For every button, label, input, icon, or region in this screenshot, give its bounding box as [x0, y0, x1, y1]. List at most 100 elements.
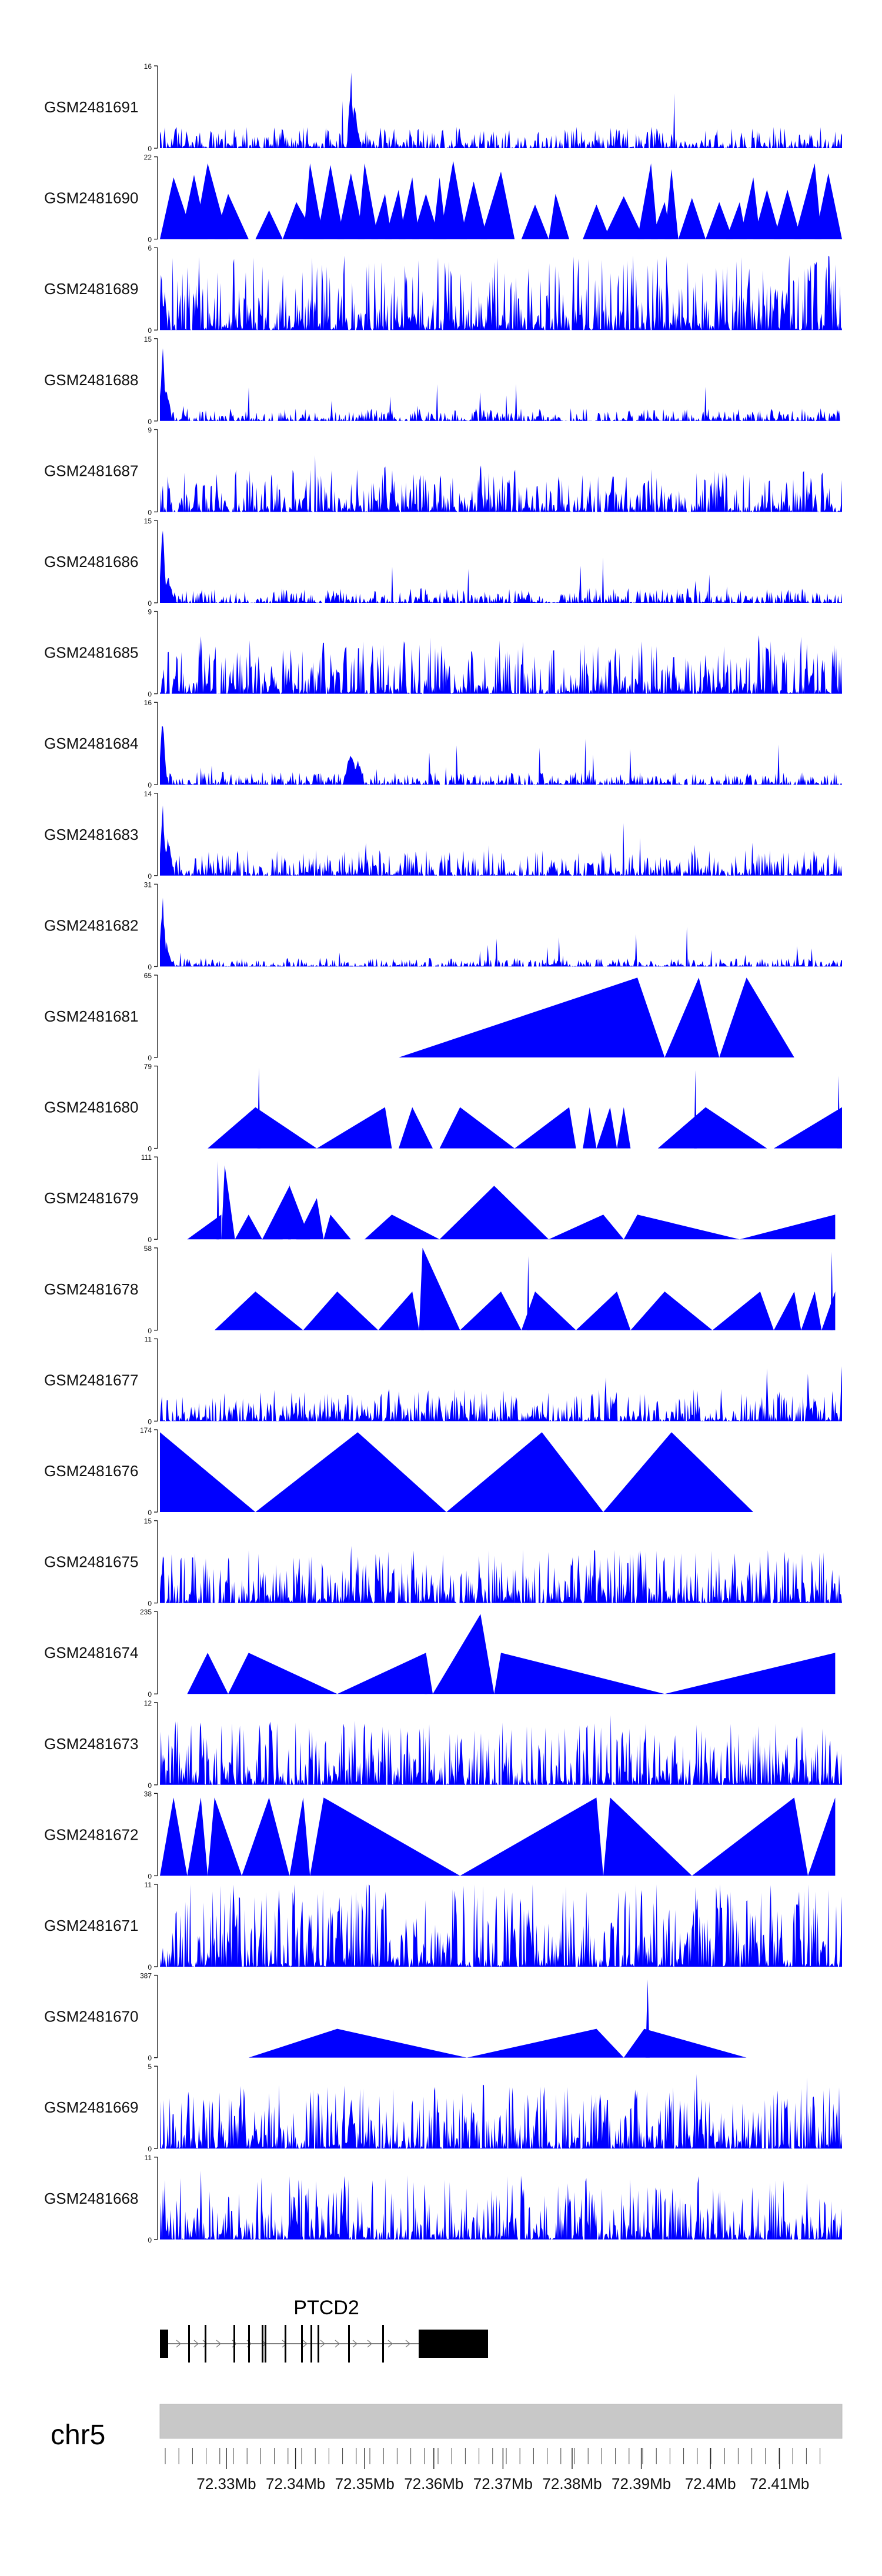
coverage-peak — [412, 193, 440, 239]
coverage-peak — [706, 202, 733, 239]
coverage-peak — [303, 1292, 379, 1330]
coverage-peak — [296, 1198, 324, 1240]
y-min-label: 0 — [148, 1872, 152, 1880]
coverage-area — [160, 897, 842, 967]
track-GSM2481679: GSM2481679 111 0 — [44, 1153, 836, 1244]
y-min-label: 0 — [148, 963, 152, 971]
track-label: GSM2481687 — [44, 462, 138, 479]
coverage-peak — [303, 163, 324, 239]
y-max-label: 12 — [144, 1699, 152, 1707]
y-max-label: 16 — [144, 699, 152, 707]
strand-arrow — [405, 2340, 410, 2348]
y-min-label: 0 — [148, 872, 152, 880]
coverage-peak — [399, 977, 665, 1057]
coverage-area — [160, 1715, 842, 1785]
track-label: GSM2481674 — [44, 1644, 138, 1661]
strand-arrow — [387, 2340, 393, 2348]
coverage-peak — [439, 1107, 515, 1149]
y-min-label: 0 — [148, 2054, 152, 2063]
y-min-label: 0 — [148, 1327, 152, 1335]
track-label: GSM2481678 — [44, 1280, 138, 1298]
coverage-peak — [255, 210, 283, 239]
y-max-label: 5 — [148, 2063, 152, 2071]
coverage-spike — [257, 1067, 260, 1149]
coverage-peak — [187, 1653, 228, 1694]
coverage-peak — [371, 193, 392, 239]
exon — [262, 2325, 263, 2363]
coverage-area — [160, 72, 842, 148]
track-GSM2481668: GSM2481668 11 0 — [44, 2154, 842, 2244]
y-min-label: 0 — [148, 1509, 152, 1517]
coverage-peak — [801, 1292, 822, 1330]
track-GSM2481682: GSM2481682 31 0 — [44, 880, 842, 971]
coverage-peak — [630, 1292, 713, 1330]
chromosome-label: chr5 — [51, 2420, 105, 2451]
track-GSM2481675: GSM2481675 15 0 — [44, 1517, 842, 1608]
coverage-peak — [740, 177, 760, 239]
coverage-peak — [467, 2028, 624, 2058]
coverage-peak — [399, 1107, 433, 1149]
y-min-label: 0 — [148, 326, 152, 335]
y-max-label: 22 — [144, 154, 152, 162]
strand-arrow — [367, 2340, 372, 2348]
y-min-label: 0 — [148, 599, 152, 608]
y-max-label: 65 — [144, 972, 152, 980]
coverage-peak — [623, 1214, 740, 1240]
coverage-peak — [221, 1165, 235, 1240]
coverage-peak — [637, 163, 658, 239]
coverage-peak — [460, 1292, 522, 1330]
track-GSM2481671: GSM2481671 11 0 — [44, 1881, 842, 1971]
coverage-spike — [830, 1252, 833, 1330]
track-label: GSM2481690 — [44, 189, 138, 207]
coverage-area — [160, 2170, 842, 2240]
y-max-label: 111 — [141, 1153, 152, 1162]
y-min-label: 0 — [148, 1145, 152, 1153]
coverage-peak — [214, 193, 249, 239]
coverage-peak — [187, 1797, 208, 1876]
coverage-peak — [664, 169, 679, 239]
coverage-peak — [617, 1107, 631, 1149]
coverage-area — [160, 635, 842, 694]
track-label: GSM2481683 — [44, 826, 138, 843]
coverage-peak — [583, 204, 610, 239]
track-GSM2481672: GSM2481672 38 0 — [44, 1790, 836, 1880]
y-max-label: 9 — [148, 608, 152, 616]
y-max-label: 15 — [144, 335, 152, 343]
coverage-peak — [549, 1214, 624, 1240]
track-label: GSM2481680 — [44, 1099, 138, 1116]
coverage-area — [160, 1546, 842, 1603]
coverage-peak — [774, 189, 801, 239]
track-GSM2481689: GSM2481689 6 0 — [44, 244, 842, 335]
coverage-peak — [439, 161, 467, 239]
coverage-peak — [808, 1797, 836, 1876]
y-max-label: 15 — [144, 1517, 152, 1526]
coverage-peak — [214, 1292, 303, 1330]
coverage-peak — [576, 1292, 631, 1330]
y-min-label: 0 — [148, 2236, 152, 2244]
coverage-spike — [216, 1161, 219, 1240]
y-min-label: 0 — [148, 1054, 152, 1062]
track-GSM2481691: GSM2481691 16 0 — [44, 62, 842, 153]
coverage-peak — [596, 1107, 617, 1149]
coverage-area — [160, 530, 842, 603]
y-max-label: 9 — [148, 426, 152, 434]
coverage-area — [160, 348, 842, 421]
coverage-peak — [460, 1797, 603, 1876]
coverage-peak — [385, 189, 406, 239]
strand-arrow — [320, 2340, 325, 2348]
track-label: GSM2481668 — [44, 2190, 138, 2207]
y-min-label: 0 — [148, 1236, 152, 1244]
coverage-peak — [794, 163, 822, 239]
y-max-label: 11 — [145, 2154, 152, 2162]
coverage-peak — [719, 977, 794, 1057]
coverage-peak — [678, 198, 706, 239]
y-min-label: 0 — [148, 1690, 152, 1699]
coverage-peak — [248, 2028, 467, 2058]
track-GSM2481669: GSM2481669 5 0 — [44, 2063, 842, 2153]
coverage-peak — [774, 1292, 801, 1330]
coverage-peak — [242, 1797, 290, 1876]
exon — [382, 2325, 384, 2363]
track-label: GSM2481671 — [44, 1917, 138, 1934]
y-min-label: 0 — [148, 236, 152, 244]
